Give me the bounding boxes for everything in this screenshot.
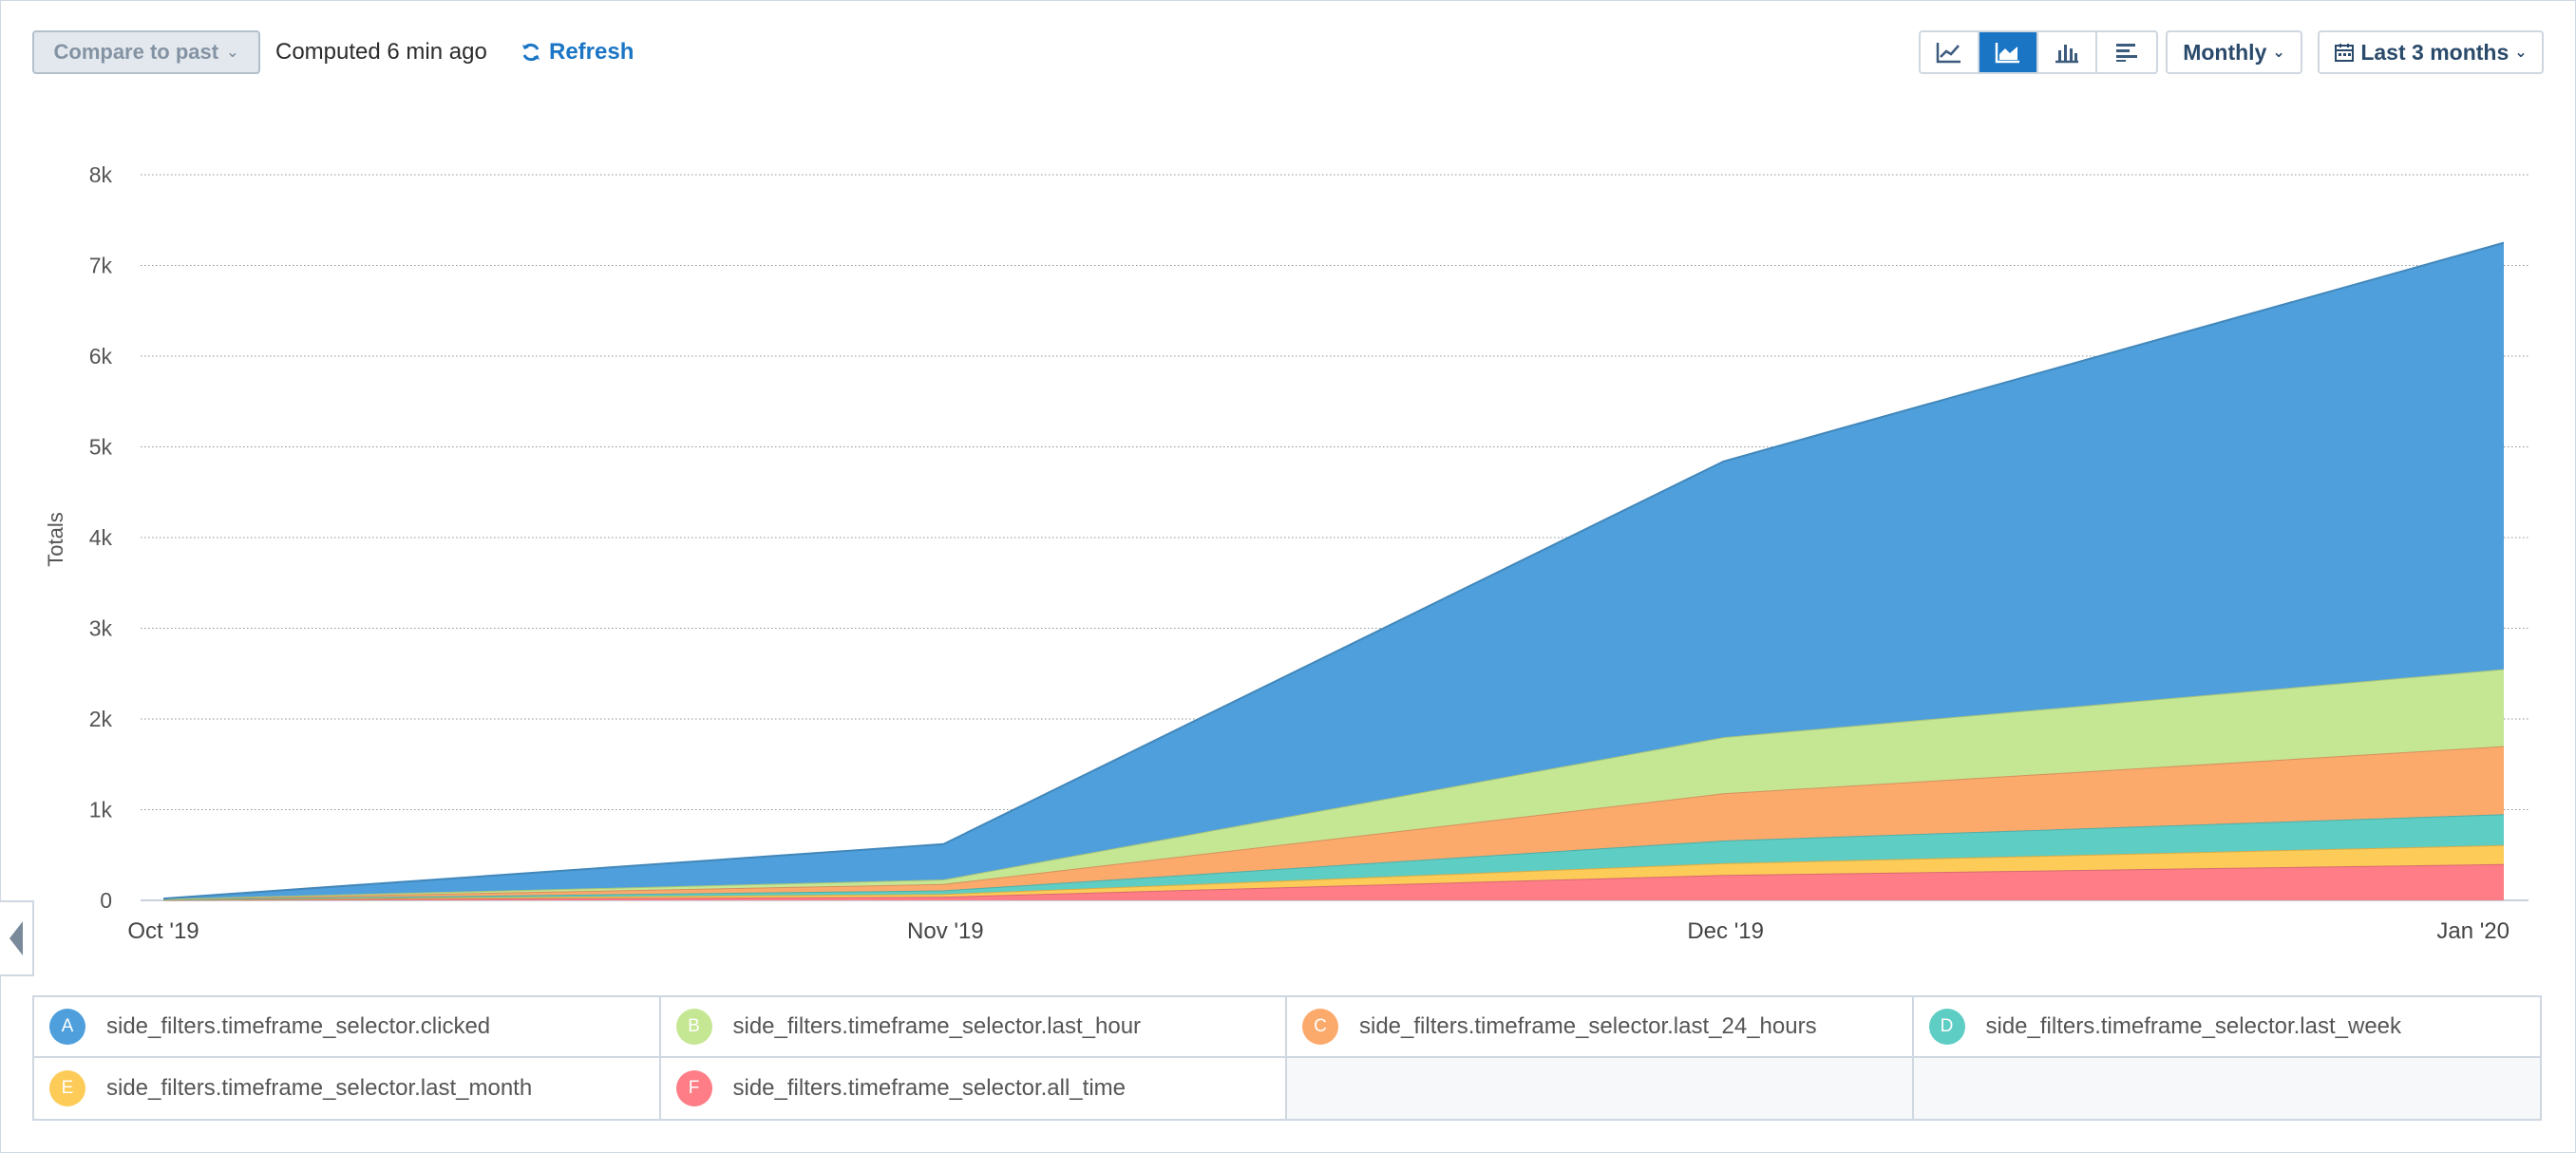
chevron-down-icon: ⌄ [2514, 45, 2528, 61]
legend-label: side_filters.timeframe_selector.clicked [106, 1013, 491, 1039]
series-line-d [162, 813, 2505, 900]
x-tick-label: Nov '19 [907, 918, 984, 944]
refresh-button[interactable]: Refresh [521, 30, 634, 74]
legend-badge: E [49, 1070, 85, 1106]
series-line-a [162, 241, 2505, 900]
y-tick-label: 5k [89, 435, 113, 460]
refresh-icon [522, 43, 540, 62]
y-tick-label: 4k [89, 525, 113, 550]
y-tick-label: 0 [100, 888, 112, 913]
stacked-area-chart: 0 1k 2k 3k 4k 5k 6k 7k 8k Oct '19 Nov '19 Dec '19 J… [44, 162, 2529, 944]
line-chart-icon [1936, 43, 1960, 64]
sidebar-toggle-tab[interactable] [0, 900, 34, 976]
bar-chart-icon [2055, 45, 2078, 64]
area-series-b[interactable] [163, 669, 2504, 899]
legend-label: side_filters.timeframe_selector.last_mon… [106, 1075, 533, 1101]
legend-label: side_filters.timeframe_selector.last_wee… [1985, 1013, 2402, 1039]
area-chart-button[interactable] [1979, 32, 2038, 72]
chevron-down-icon: ⌄ [226, 45, 239, 61]
y-tick-label: 2k [89, 707, 113, 731]
interval-dropdown[interactable]: Monthly ⌄ [2166, 30, 2302, 74]
x-tick-label: Oct '19 [127, 918, 199, 944]
y-axis-ticks: 0 1k 2k 3k 4k 5k 6k 7k 8k [89, 162, 113, 913]
x-tick-label: Jan '20 [2436, 918, 2510, 944]
date-range-label: Last 3 months [2360, 39, 2510, 65]
interval-label: Monthly [2183, 39, 2267, 65]
legend-badge: F [675, 1070, 712, 1106]
area-chart-icon [1995, 43, 2019, 64]
series-line-f [162, 862, 2505, 901]
area-series-d[interactable] [163, 814, 2504, 900]
chevron-down-icon: ⌄ [2272, 45, 2285, 61]
legend-empty-cell [1287, 1058, 1914, 1119]
x-axis-ticks: Oct '19 Nov '19 Dec '19 Jan '20 [127, 918, 2510, 944]
caret-left-icon [9, 921, 23, 955]
computed-status: Computed 6 min ago [275, 39, 487, 65]
y-axis-label: Totals [44, 512, 67, 566]
compare-to-past-label: Compare to past [53, 40, 219, 64]
legend-label: side_filters.timeframe_selector.last_hou… [732, 1013, 1142, 1039]
date-range-dropdown[interactable]: Last 3 months ⌄ [2318, 30, 2544, 74]
y-tick-label: 7k [89, 254, 113, 278]
legend-empty-cell [1913, 1058, 2540, 1119]
y-tick-label: 1k [89, 798, 113, 822]
compare-to-past-button[interactable]: Compare to past ⌄ [32, 30, 260, 74]
legend-badge: C [1302, 1009, 1338, 1045]
area-series-c[interactable] [163, 746, 2504, 899]
chart-type-switcher [1919, 30, 2158, 74]
y-tick-label: 3k [89, 616, 113, 641]
legend-badge: D [1928, 1009, 1965, 1045]
legend-badge: B [675, 1009, 712, 1045]
y-tick-label: 8k [89, 162, 113, 187]
area-series [162, 241, 2505, 901]
refresh-label: Refresh [549, 39, 635, 65]
legend-label: side_filters.timeframe_selector.all_time [732, 1075, 1127, 1101]
bar-chart-button[interactable] [2038, 32, 2097, 72]
legend-badge: A [49, 1009, 85, 1045]
legend-label: side_filters.timeframe_selector.last_24_… [1359, 1013, 1817, 1039]
toolbar: Compare to past ⌄ Computed 6 min ago Ref… [32, 30, 2544, 78]
horizontal-bar-button[interactable] [2097, 32, 2156, 72]
calendar-icon [2335, 44, 2355, 62]
x-tick-label: Dec '19 [1687, 918, 1764, 944]
line-chart-button[interactable] [1921, 32, 1979, 72]
horizontal-bar-icon [2116, 44, 2137, 62]
y-tick-label: 6k [89, 344, 113, 369]
